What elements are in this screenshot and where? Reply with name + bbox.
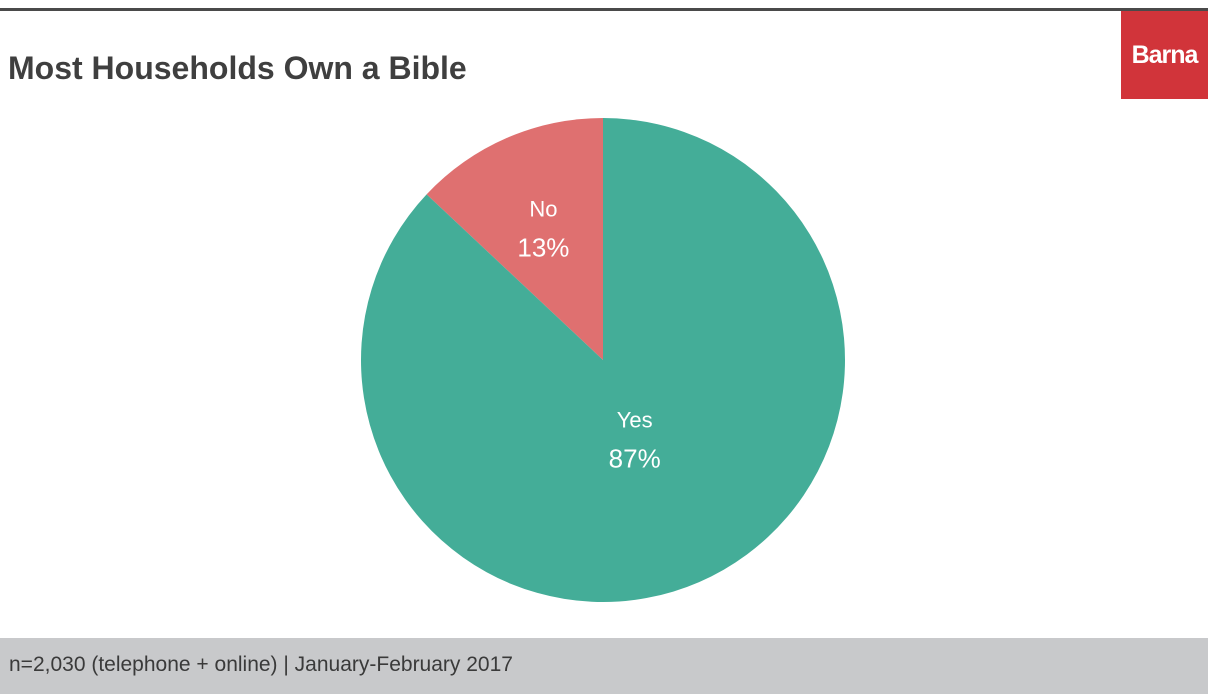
top-rule <box>0 8 1208 11</box>
barna-logo: Barna <box>1121 11 1208 99</box>
footer-note: n=2,030 (telephone + online) | January-F… <box>9 653 513 676</box>
slice-label-yes: Yes <box>617 407 653 432</box>
footer-bar: n=2,030 (telephone + online) | January-F… <box>0 638 1208 694</box>
pie-slice-yes <box>361 118 846 602</box>
slice-label-no: No <box>529 196 557 221</box>
pie-slice-no <box>426 118 603 360</box>
chart-title: Most Households Own a Bible <box>8 50 467 86</box>
slice-value-no: 13% <box>517 232 569 262</box>
slice-value-yes: 87% <box>609 443 661 473</box>
barna-logo-text: Barna <box>1131 41 1199 69</box>
pie-chart: No 13% Yes 87% <box>361 118 846 602</box>
